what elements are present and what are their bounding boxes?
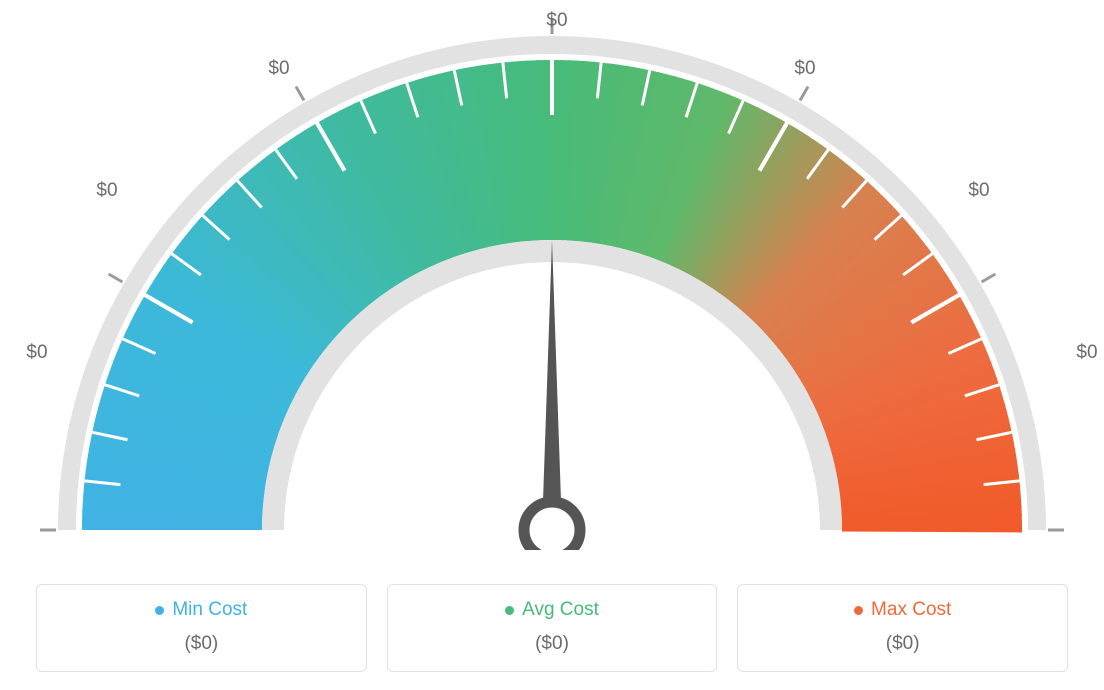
legend-card-avg: Avg Cost ($0) bbox=[387, 584, 718, 672]
gauge-scale-label: $0 bbox=[546, 10, 567, 32]
gauge: $0$0$0$0$0$0$0 bbox=[27, 10, 1077, 550]
gauge-scale-label: $0 bbox=[1076, 342, 1097, 364]
dot-icon bbox=[155, 606, 164, 615]
legend-title-min: Min Cost bbox=[155, 599, 247, 621]
legend-value-avg: ($0) bbox=[398, 633, 707, 655]
gauge-scale-label: $0 bbox=[26, 342, 47, 364]
legend-value-max: ($0) bbox=[748, 633, 1057, 655]
gauge-scale-label: $0 bbox=[794, 58, 815, 80]
legend-value-min: ($0) bbox=[47, 633, 356, 655]
legend-title-max: Max Cost bbox=[854, 599, 951, 621]
legend-label: Max Cost bbox=[871, 599, 951, 621]
dot-icon bbox=[505, 606, 514, 615]
gauge-scale-label: $0 bbox=[96, 180, 117, 202]
legend-row: Min Cost ($0) Avg Cost ($0) Max Cost ($0… bbox=[36, 584, 1068, 672]
dot-icon bbox=[854, 606, 863, 615]
legend-label: Min Cost bbox=[172, 599, 247, 621]
legend-card-min: Min Cost ($0) bbox=[36, 584, 367, 672]
legend-title-avg: Avg Cost bbox=[505, 599, 599, 621]
gauge-scale-label: $0 bbox=[268, 58, 289, 80]
gauge-svg bbox=[27, 10, 1077, 550]
legend-label: Avg Cost bbox=[522, 599, 599, 621]
legend-card-max: Max Cost ($0) bbox=[737, 584, 1068, 672]
gauge-chart-container: $0 $0 $0 $0 $0 $0 $0 Min Cost ($0) Avg Cost ($… bbox=[0, 0, 1104, 690]
gauge-scale-label: $0 bbox=[968, 180, 989, 202]
